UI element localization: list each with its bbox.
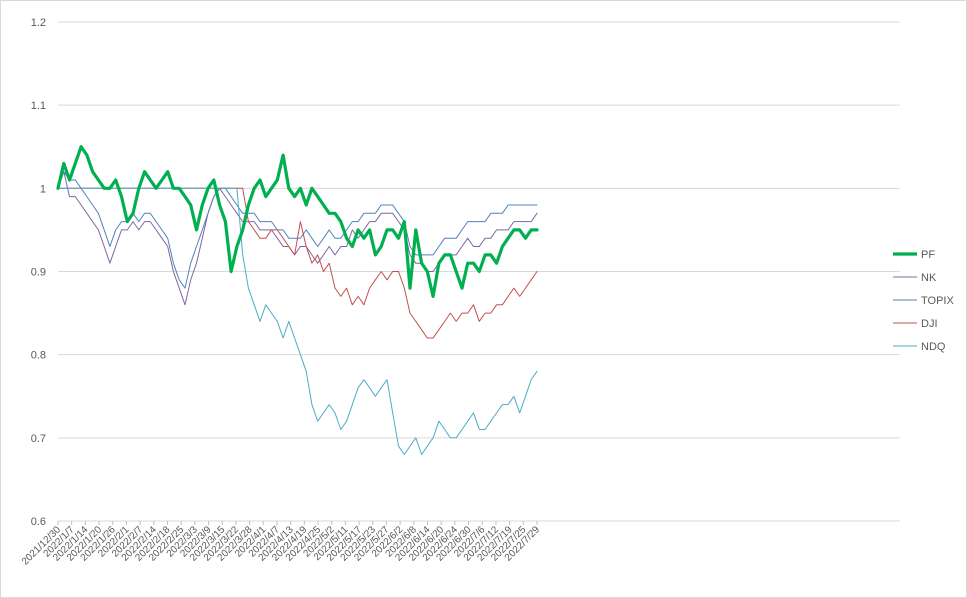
legend-label-nk: NK — [921, 272, 937, 284]
legend: PF NK TOPIX DJI NDQ — [893, 249, 954, 353]
x-axis: 2021/12/302022/1/72022/1/142022/1/202022… — [20, 521, 542, 568]
y-tick-label: 1 — [40, 183, 46, 195]
series-line-nk — [57, 171, 538, 306]
legend-label-pf: PF — [921, 249, 935, 261]
series-line-pf — [56, 145, 539, 298]
y-tick-label: 1.2 — [31, 17, 46, 29]
y-tick-label: 0.9 — [31, 267, 46, 279]
legend-label-ndq: NDQ — [921, 341, 946, 353]
y-tick-label: 0.8 — [31, 350, 46, 362]
series-lines — [56, 145, 539, 455]
y-tick-label: 0.7 — [31, 433, 46, 445]
legend-label-dji: DJI — [921, 318, 938, 330]
legend-label-topix: TOPIX — [921, 295, 954, 307]
y-axis-tick-labels: 0.6 0.7 0.8 0.9 1 1.1 1.2 — [31, 17, 46, 528]
y-tick-label: 0.6 — [31, 516, 46, 528]
y-tick-label: 1.1 — [31, 100, 46, 112]
